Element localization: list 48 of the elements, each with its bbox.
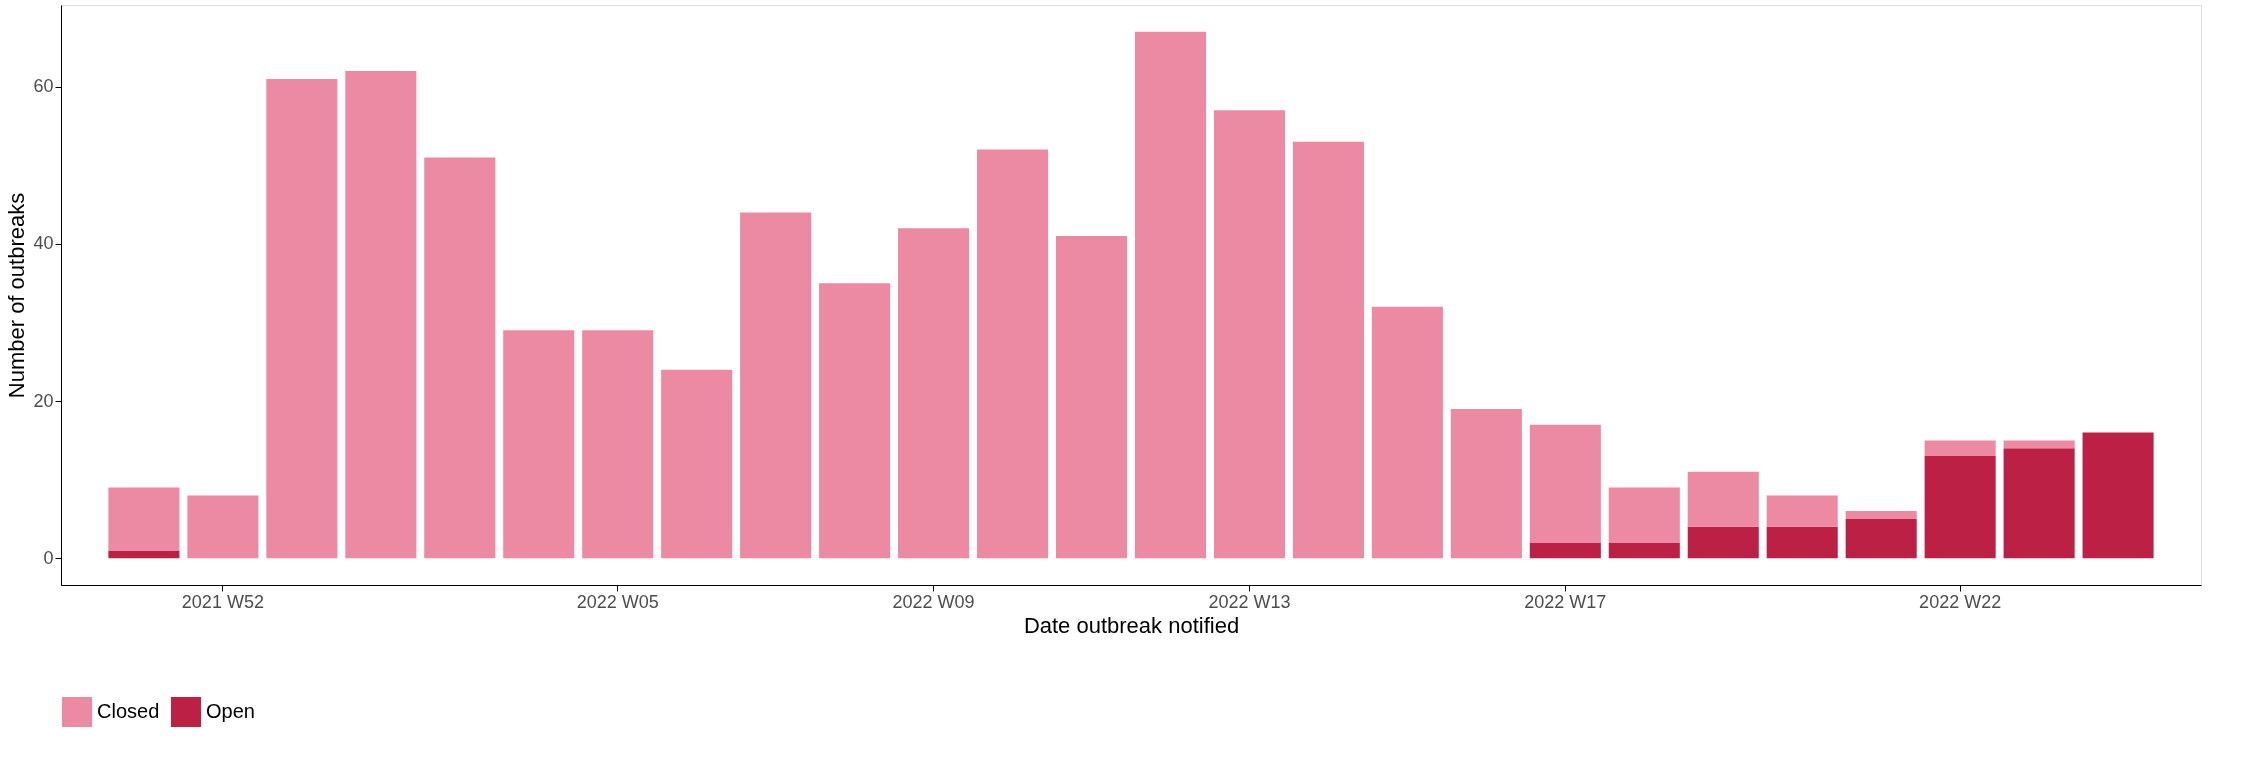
bar	[1608, 487, 1680, 543]
bar	[1213, 110, 1285, 559]
bar	[661, 369, 733, 559]
bar	[740, 212, 812, 559]
bar	[1450, 408, 1522, 559]
y-tick-label: 0	[43, 547, 54, 568]
bar	[2082, 432, 2154, 559]
x-tick-label: 2022 W09	[892, 591, 975, 612]
bar	[1529, 542, 1601, 559]
bar	[2003, 440, 2075, 449]
bar	[1766, 526, 1838, 559]
legend-label: Closed	[97, 700, 160, 722]
bar	[898, 228, 970, 559]
bar	[187, 495, 259, 559]
y-tick-label: 20	[33, 390, 54, 411]
bar	[1687, 526, 1759, 559]
bar	[424, 157, 496, 559]
bar	[977, 149, 1049, 559]
bar	[108, 487, 180, 551]
bar	[1687, 471, 1759, 527]
bar	[1924, 440, 1996, 457]
bar	[819, 283, 891, 559]
bar	[1292, 141, 1364, 559]
bar	[1845, 511, 1917, 519]
bar	[1055, 236, 1128, 559]
bar	[1608, 542, 1680, 559]
bar	[2003, 448, 2075, 559]
bar	[1924, 456, 1996, 559]
legend-label: Open	[206, 700, 255, 722]
bar	[1529, 424, 1601, 543]
y-tick-label: 60	[33, 76, 54, 97]
bar	[582, 330, 654, 559]
x-tick-label: 2022 W17	[1524, 591, 1607, 612]
bar	[1845, 518, 1917, 559]
bar	[503, 330, 575, 559]
bar	[1371, 306, 1443, 559]
x-tick-label: 2022 W22	[1919, 591, 2002, 612]
y-axis-title: Number of outbreaks	[4, 192, 30, 399]
bar	[1766, 495, 1838, 527]
x-tick-label: 2022 W05	[576, 591, 659, 612]
bar	[266, 78, 338, 559]
x-tick-label: 2021 W52	[181, 591, 264, 612]
y-tick-label: 40	[33, 233, 54, 254]
x-tick-label: 2022 W13	[1208, 591, 1291, 612]
bar	[345, 71, 417, 559]
bar	[108, 550, 180, 559]
x-axis-title: Date outbreak notified	[1023, 612, 1240, 638]
bar	[1134, 31, 1207, 559]
